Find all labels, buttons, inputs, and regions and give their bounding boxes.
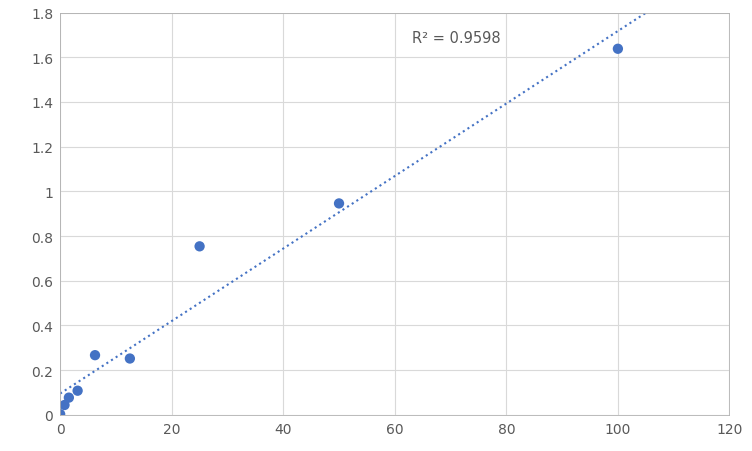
Point	[612, 46, 624, 53]
Point	[54, 411, 66, 418]
Point	[89, 352, 101, 359]
Point	[333, 200, 345, 207]
Point	[59, 401, 71, 409]
Point	[124, 355, 136, 362]
Point	[63, 394, 75, 401]
Point	[193, 243, 205, 250]
Point	[71, 387, 83, 395]
Text: R² = 0.9598: R² = 0.9598	[411, 31, 500, 46]
